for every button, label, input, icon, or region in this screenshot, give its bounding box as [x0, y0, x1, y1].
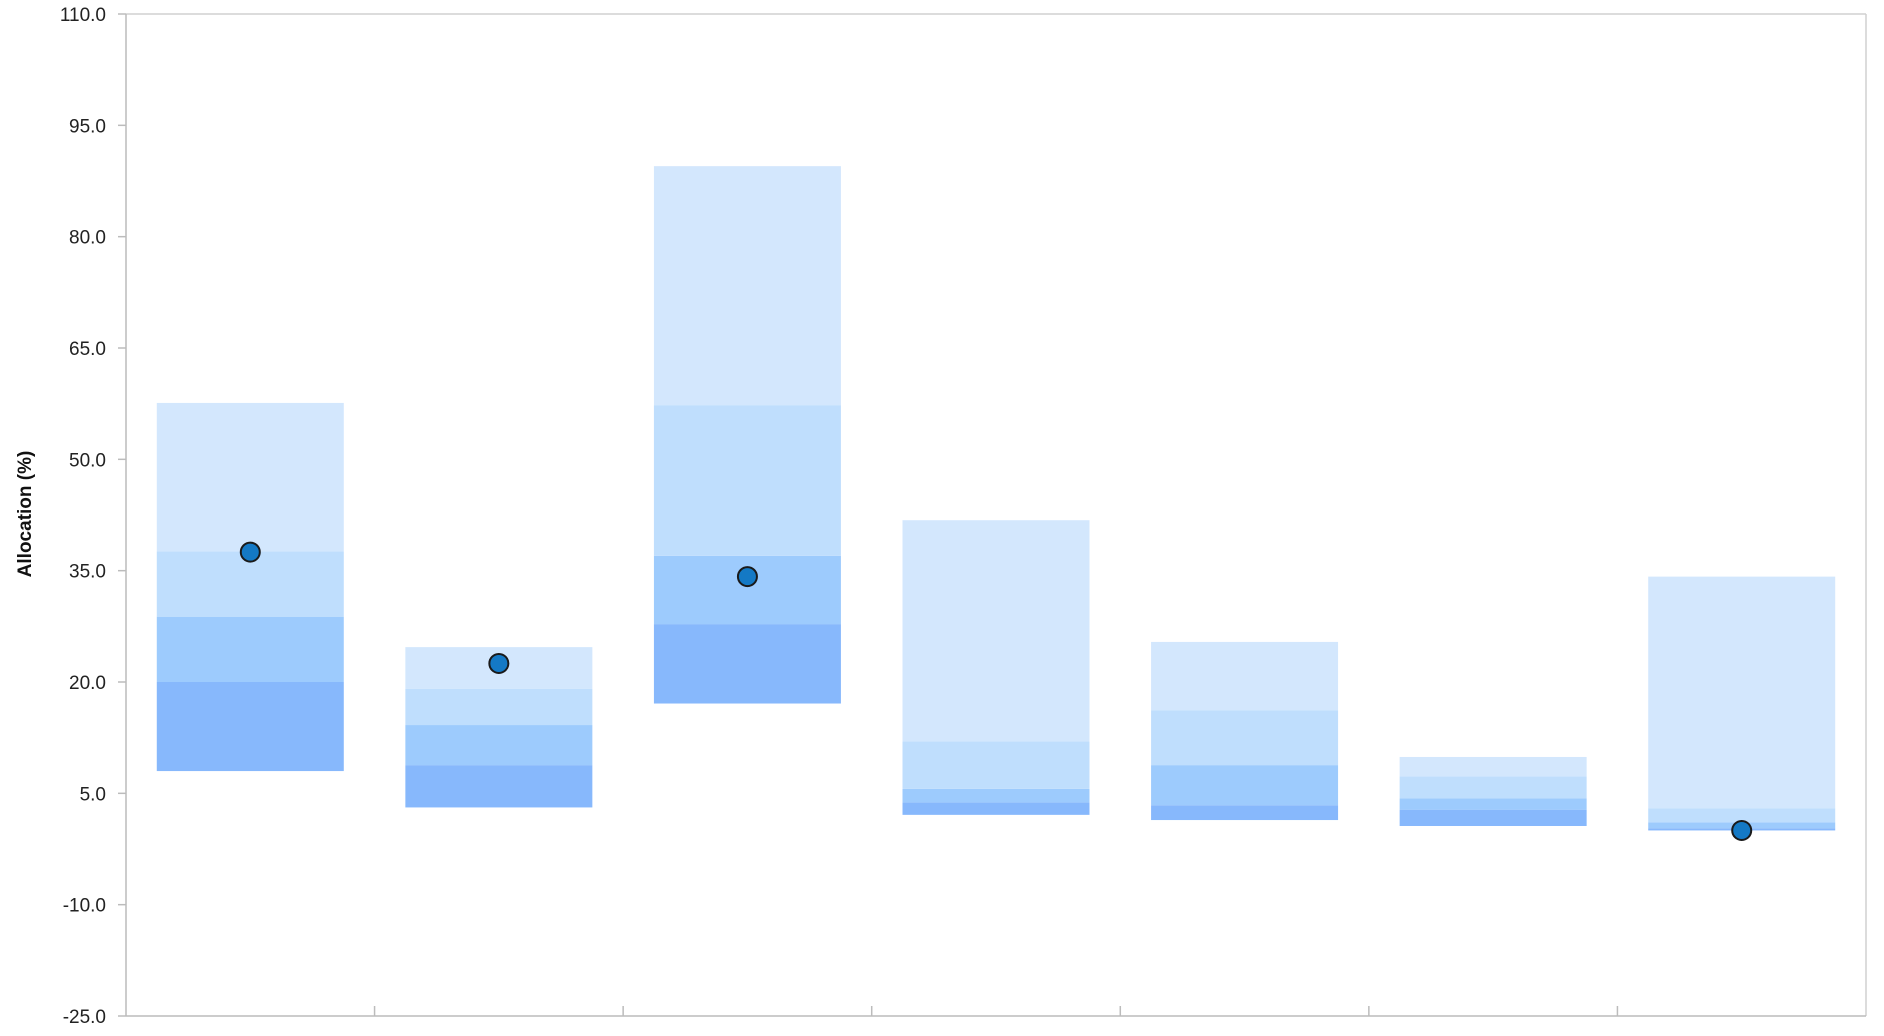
y-axis-ticks: -25.0 -10.0 5.0 20.0 35.0 50.0 65.0 80.0 95.0 110… [60, 5, 126, 1028]
range-band [405, 688, 593, 726]
y-tick-label: 110.0 [60, 5, 106, 26]
markers [239, 541, 1753, 841]
range-band [902, 802, 1090, 815]
range-band [653, 555, 841, 625]
y-tick-label: -25.0 [63, 1007, 106, 1028]
range-band [653, 624, 841, 704]
y-axis-title: Allocation (%) [15, 451, 36, 578]
range-band [156, 616, 344, 682]
y-tick-label: 80.0 [69, 228, 106, 249]
y-tick-label: 5.0 [80, 784, 106, 805]
range-band [1399, 756, 1587, 777]
data-marker [736, 566, 758, 588]
range-band [1648, 576, 1836, 809]
range-band [405, 765, 593, 808]
range-band [156, 682, 344, 772]
y-tick-label: 95.0 [69, 116, 106, 137]
range-band [902, 788, 1090, 803]
y-tick-label: -10.0 [63, 896, 106, 917]
y-tick-label: 50.0 [69, 450, 106, 471]
range-band [1399, 798, 1587, 810]
range-band [156, 402, 344, 552]
range-band [1399, 776, 1587, 799]
data-marker [1731, 819, 1753, 841]
range-band [405, 725, 593, 766]
range-band [1151, 765, 1339, 806]
range-band [1151, 805, 1339, 821]
data-marker [488, 652, 510, 674]
y-tick-label: 35.0 [69, 562, 106, 583]
range-band [902, 520, 1090, 742]
range-band [902, 741, 1090, 789]
range-band [1151, 641, 1339, 711]
range-band [1151, 710, 1339, 766]
y-tick-label: 65.0 [69, 339, 106, 360]
range-band [1648, 808, 1836, 823]
y-tick-label: 20.0 [69, 673, 106, 694]
range-band [653, 405, 841, 556]
plot-frame [125, 13, 1867, 1017]
data-marker [239, 541, 261, 563]
range-band [653, 166, 841, 406]
range-band [1399, 809, 1587, 826]
range-bands [156, 166, 1836, 831]
